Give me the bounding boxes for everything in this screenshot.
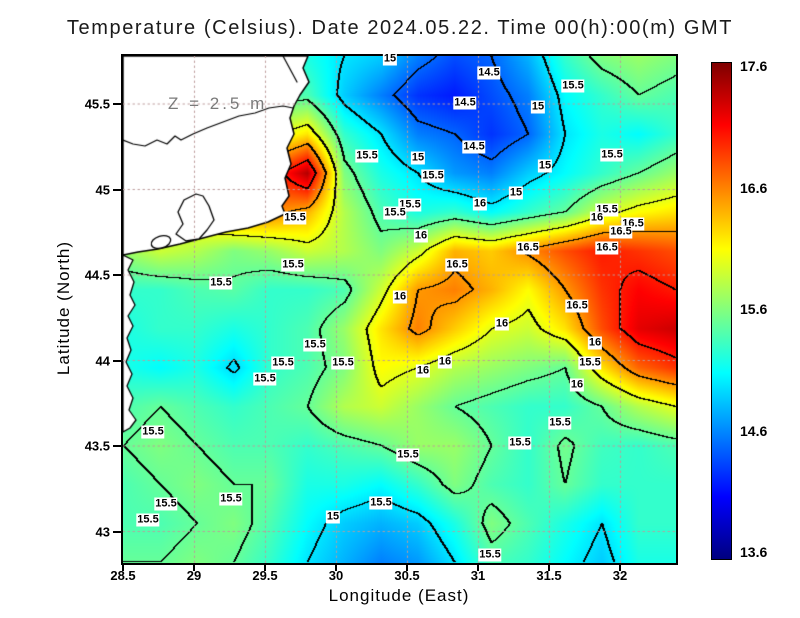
contour-label: 15.5 [154,497,178,511]
colorbar-tick-label: 14.6 [740,422,768,439]
colorbar-tick-label: 15.6 [740,301,768,317]
colorbar-tick-label: 16.6 [740,179,768,196]
contour-label: 15.5 [136,513,160,527]
contour-label: 15.5 [478,548,502,562]
y-axis-tick [113,445,121,447]
plot-title: Temperature (Celsius). Date 2024.05.22. … [66,17,734,39]
y-axis-tick [113,359,121,362]
x-axis-tick [193,563,195,571]
contour-label: 14.5 [462,140,486,154]
contour-label: 15.5 [141,425,165,439]
contour-label: 15 [530,100,546,114]
y-axis-tick-label: 44 [95,353,110,368]
y-axis-tick-label: 43.5 [84,438,110,454]
x-axis-tick [548,563,550,571]
x-axis-tick-label: 31.5 [536,568,562,583]
contour-label: 14.5 [477,66,501,80]
contour-label: 15.5 [281,258,305,272]
contour-label: 16 [437,355,453,369]
contour-label: 16 [569,378,585,392]
x-axis-tick [406,563,408,571]
x-axis-tick-label: 31 [470,568,486,583]
contour-label: 16.5 [516,241,540,255]
contour-label: 15.5 [508,436,532,450]
x-axis-tick [122,563,124,571]
x-axis-tick [477,563,479,571]
contour-label: 16 [415,364,431,378]
y-axis-tick [113,188,121,191]
x-axis-tick-label: 30.5 [394,568,420,583]
colorbar-tick-label: 13.6 [740,544,768,560]
contour-label: 16 [589,211,605,225]
contour-label: 15.5 [303,338,327,352]
contour-label: 16 [587,336,603,350]
contour-label: 15.5 [283,211,307,225]
contour-label: 15.5 [271,356,295,370]
contour-label: 15 [537,159,553,173]
temperature-field-canvas [123,56,676,563]
contour-label: 14.5 [453,96,477,110]
y-axis-tick [113,103,121,105]
y-axis-tick-label: 43 [95,524,110,539]
y-axis-tick-label: 45 [95,182,110,197]
x-axis-tick-label: 30 [328,568,344,583]
y-axis-tick-label: 44.5 [84,267,110,283]
contour-label: 15.5 [383,206,407,220]
y-axis-tick-label: 45.5 [84,96,110,112]
x-axis-tick [335,563,337,571]
contour-label: 16 [392,290,408,304]
x-axis-tick-label: 28.5 [110,568,136,583]
contour-label: 15 [382,52,398,66]
x-axis-tick-label: 29.5 [252,568,278,583]
contour-label: 16.5 [595,241,619,255]
contour-label: 15.5 [209,276,233,290]
contour-label: 15.5 [421,169,445,183]
contour-label: 16 [472,197,488,211]
x-axis-tick-label: 32 [612,568,628,583]
contour-label: 15.5 [600,148,624,162]
map-plot-area: Z = 2.5 m 15 14.5 15.5 14.5 15 14.5 15.5 15 15 15… [121,52,678,565]
contour-label: 15.5 [561,79,585,93]
contour-label: 15.5 [331,356,355,370]
contour-label: 15 [410,151,426,165]
y-axis-tick [113,274,121,276]
depth-annotation: Z = 2.5 m [168,94,268,113]
contour-label: 15.5 [219,492,243,506]
y-axis-tick [113,530,121,533]
contour-label: 15.5 [253,372,277,386]
contour-label: 15.5 [548,416,572,430]
x-axis-title: Longitude (East) [328,586,470,605]
x-axis-tick-label: 29 [186,568,202,583]
x-axis-tick [619,563,621,571]
contour-label: 15.5 [578,356,602,370]
contour-label: 16.5 [565,299,589,313]
colorbar-tick-label: 17.6 [740,58,768,74]
contour-label: 16 [494,317,510,331]
colorbar [711,62,732,560]
contour-label: 15.5 [396,448,420,462]
contour-label: 15 [325,510,341,524]
contour-label: 15 [508,186,524,200]
x-axis-tick [264,563,266,571]
contour-label: 15.5 [355,149,379,163]
contour-label: 16 [413,229,429,243]
contour-label: 16.5 [609,225,633,239]
contour-label: 16.5 [445,258,469,272]
contour-label: 15.5 [369,496,393,510]
